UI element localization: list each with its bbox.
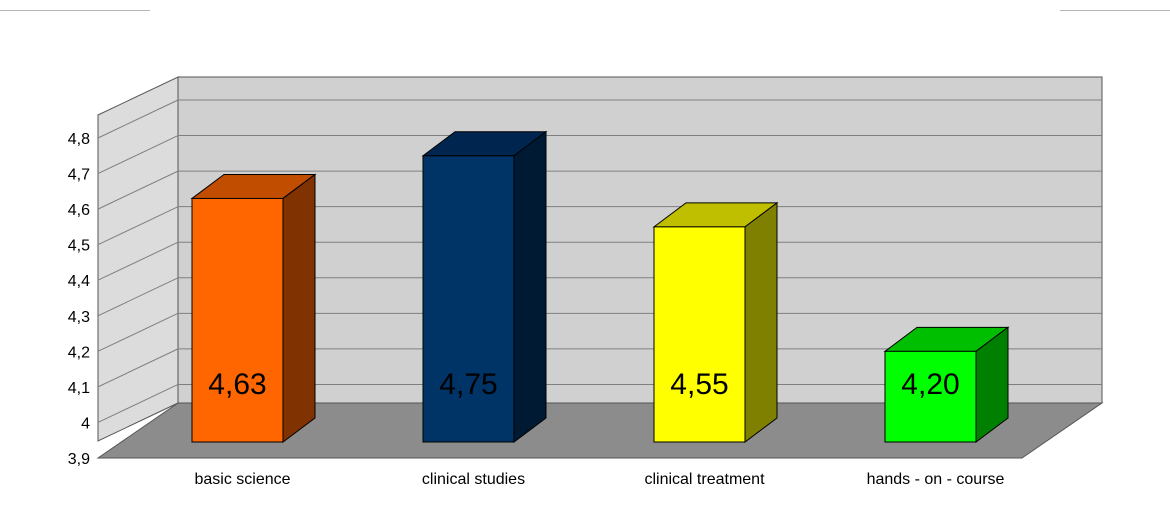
frame-top-left-line bbox=[0, 10, 150, 11]
bar-front-face bbox=[422, 155, 515, 443]
bar-value-label: 4,55 bbox=[670, 368, 728, 401]
gridline-side bbox=[97, 312, 179, 352]
y-tick-label: 4,4 bbox=[68, 273, 90, 290]
gridline-side bbox=[97, 348, 179, 388]
bar-front-face bbox=[191, 197, 284, 443]
gridlines bbox=[97, 99, 1102, 423]
bars: 4,63 4,75 4,55 4,20 bbox=[190, 130, 1010, 443]
bar-2: 4,75 bbox=[421, 130, 548, 443]
gridline-side bbox=[97, 277, 179, 317]
x-category-label: clinical studies bbox=[422, 471, 525, 488]
x-axis-category-labels: basic science clinical studies clinical tr… bbox=[194, 471, 1004, 488]
bar-3: 4,55 bbox=[652, 201, 779, 443]
y-tick-label: 4,2 bbox=[68, 344, 90, 361]
chart-floor bbox=[96, 402, 1104, 459]
y-tick-label: 4,3 bbox=[68, 309, 90, 326]
bar-side-face bbox=[282, 173, 316, 443]
y-tick-label: 4,7 bbox=[68, 167, 90, 184]
y-tick-label: 4,6 bbox=[68, 202, 90, 219]
y-tick-label: 4,1 bbox=[68, 380, 90, 397]
bar-front-face bbox=[884, 350, 977, 443]
x-category-label: hands - on - course bbox=[867, 471, 1005, 488]
y-tick-label: 3,9 bbox=[68, 451, 90, 468]
chart-side-wall bbox=[97, 76, 179, 442]
x-category-label: clinical treatment bbox=[644, 471, 765, 488]
y-tick-label: 4,8 bbox=[68, 131, 90, 148]
y-tick-label: 4,5 bbox=[68, 238, 90, 255]
bar-side-face bbox=[744, 201, 778, 443]
bar-front-face bbox=[653, 226, 746, 443]
bar-1: 4,63 bbox=[190, 173, 317, 443]
bar-4: 4,20 bbox=[883, 326, 1010, 443]
y-tick-label: 4 bbox=[81, 415, 90, 432]
gridline-side bbox=[97, 206, 179, 246]
y-axis-tick-labels: 3,9 4 4,1 4,2 4,3 4,4 4,5 4,6 4,7 4,8 bbox=[68, 131, 90, 468]
bar-side-face bbox=[513, 130, 547, 443]
x-category-label: basic science bbox=[194, 471, 290, 488]
gridline-side bbox=[97, 135, 179, 175]
bar-value-label: 4,20 bbox=[901, 368, 959, 401]
bar-value-label: 4,75 bbox=[439, 368, 497, 401]
gridline-side bbox=[97, 170, 179, 210]
gridline-side bbox=[97, 241, 179, 281]
bar-value-label: 4,63 bbox=[208, 368, 266, 401]
gridline-side bbox=[97, 99, 179, 139]
gridline-side bbox=[97, 383, 179, 423]
frame-top-right-line bbox=[1060, 10, 1170, 11]
